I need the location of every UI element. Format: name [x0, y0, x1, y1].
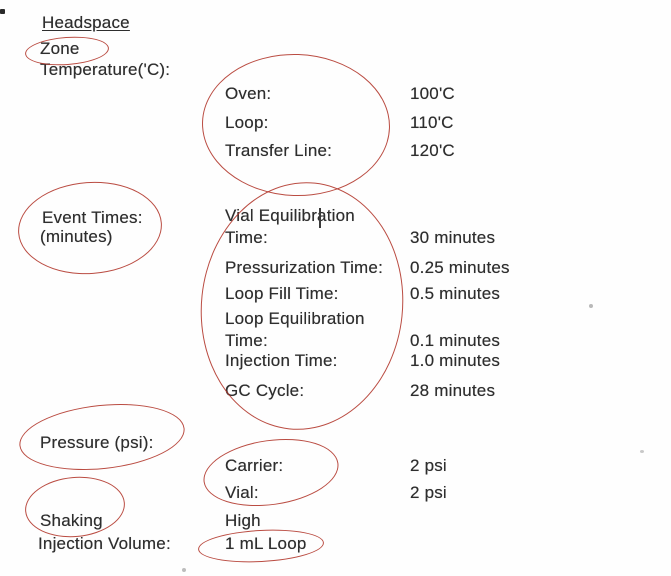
- scan-speck: [589, 304, 593, 308]
- injection-volume-label: Injection Volume:: [38, 534, 171, 553]
- event-row-label: Loop Fill Time:: [225, 284, 339, 303]
- shaking-label: Shaking: [40, 511, 103, 530]
- event-row-label: Vial Equilibration Time:: [225, 206, 355, 247]
- injection-volume-value: 1 mL Loop: [225, 534, 307, 553]
- pressure-row-value: 2 psi: [410, 456, 447, 475]
- temp-row-value: 120'C: [410, 141, 455, 160]
- event-row-label: Pressurization Time:: [225, 258, 383, 277]
- annotation-ellipse-event-times: [14, 177, 166, 279]
- scan-speck: [182, 568, 186, 572]
- temp-row-label: Transfer Line:: [225, 141, 333, 160]
- temp-row: Oven: 100'C: [225, 83, 537, 105]
- temp-row-label: Oven:: [225, 84, 272, 103]
- event-row-value: 0.5 minutes: [410, 284, 501, 303]
- pressure-row: Carrier: 2 psi: [225, 455, 537, 477]
- temp-row: Transfer Line: 120'C: [225, 140, 537, 162]
- event-row-label: GC Cycle:: [225, 381, 305, 400]
- event-times-heading: Event Times:: [42, 208, 143, 227]
- event-row: Injection Time: 1.0 minutes: [225, 350, 537, 372]
- annotation-ellipse-loop-volume: [197, 526, 325, 566]
- event-row: Pressurization Time: 0.25 minutes: [225, 257, 537, 279]
- pressure-heading: Pressure (psi):: [40, 433, 154, 452]
- event-row-value: 28 minutes: [410, 381, 496, 400]
- temp-row-value: 100'C: [410, 84, 455, 103]
- text-cursor: [319, 208, 321, 228]
- event-row: Loop Fill Time: 0.5 minutes: [225, 283, 537, 305]
- event-row: Loop Equilibration Time: 0.1 minutes: [225, 308, 537, 352]
- event-row: GC Cycle: 28 minutes: [225, 380, 537, 402]
- event-row-value: 1.0 minutes: [410, 351, 501, 370]
- zone-label: Zone: [40, 39, 80, 58]
- scan-speck: [0, 9, 5, 14]
- temp-row-value: 110'C: [410, 113, 454, 132]
- pressure-row: Vial: 2 psi: [225, 482, 537, 504]
- pressure-row-label: Vial:: [225, 483, 259, 502]
- temp-row-label: Loop:: [225, 113, 269, 132]
- temperature-heading: Temperature('C):: [40, 60, 171, 79]
- pressure-row-label: Carrier:: [225, 456, 284, 475]
- event-row-value: 0.25 minutes: [410, 258, 510, 277]
- event-row: Vial Equilibration Time: 30 minutes: [225, 205, 537, 249]
- shaking-value: High: [225, 511, 261, 530]
- annotation-ellipse-pressure: [16, 396, 188, 478]
- event-row-label: Loop Equilibration Time:: [225, 309, 365, 350]
- event-row-value: 30 minutes: [410, 228, 496, 247]
- temp-row: Loop: 110'C: [225, 112, 537, 134]
- pressure-row-value: 2 psi: [410, 483, 447, 502]
- annotation-ellipse-temperatures: [199, 50, 393, 200]
- document-title: Headspace: [42, 13, 130, 32]
- event-times-unit: (minutes): [40, 227, 113, 246]
- annotation-ellipse-shaking: [22, 472, 128, 542]
- event-row-label: Injection Time:: [225, 351, 338, 370]
- event-row-value: 0.1 minutes: [410, 331, 501, 350]
- scan-speck: [640, 450, 644, 453]
